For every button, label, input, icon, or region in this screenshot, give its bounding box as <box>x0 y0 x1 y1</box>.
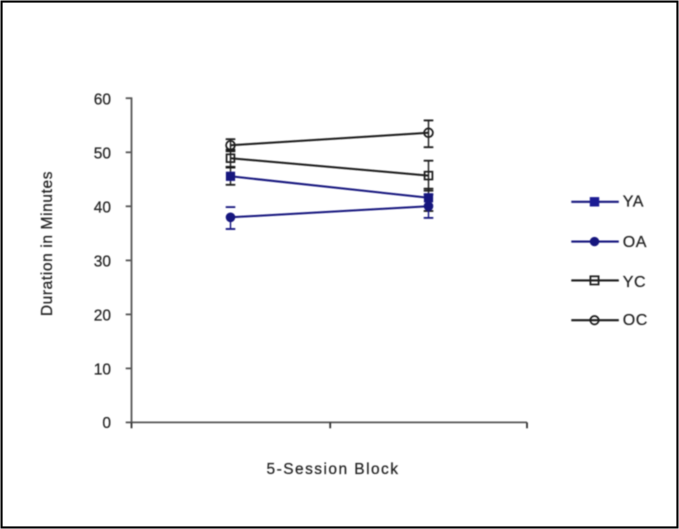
svg-text:40: 40 <box>94 199 112 216</box>
svg-text:OC: OC <box>623 312 648 329</box>
svg-text:Duration in Minutes: Duration in Minutes <box>39 171 56 316</box>
svg-text:OA: OA <box>623 234 647 251</box>
svg-text:60: 60 <box>94 91 112 108</box>
svg-text:5-Session Block: 5-Session Block <box>267 461 400 478</box>
svg-text:50: 50 <box>94 145 112 162</box>
svg-text:30: 30 <box>94 254 112 271</box>
svg-text:YA: YA <box>623 194 644 211</box>
svg-text:20: 20 <box>94 308 112 325</box>
svg-text:10: 10 <box>94 362 112 379</box>
svg-text:YC: YC <box>623 274 646 291</box>
svg-text:0: 0 <box>102 415 111 432</box>
